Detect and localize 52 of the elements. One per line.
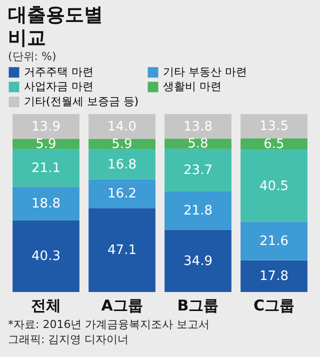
bar	[88, 114, 156, 139]
text: 대출용도별	[8, 4, 103, 26]
bar	[240, 138, 308, 150]
data-label: 21.6	[260, 234, 288, 250]
data-label: 13.9	[32, 119, 60, 134]
bar	[164, 230, 232, 292]
data-label: 14.0	[108, 119, 136, 134]
bar	[164, 148, 232, 192]
data-label: 16.8	[108, 157, 136, 172]
bar	[12, 186, 80, 220]
text: 비교	[8, 27, 46, 49]
bar	[88, 208, 156, 292]
x-tick-label: 전체	[31, 296, 61, 314]
text: 그래픽: 김지영 디자이너	[8, 332, 130, 347]
bar	[164, 114, 232, 139]
data-label: 5.9	[112, 137, 132, 152]
bar	[240, 260, 308, 292]
x-tick-label: C그룹	[253, 296, 295, 314]
legend-label: 생활비 마련	[163, 80, 222, 93]
legend-label: 기타 부동산 마련	[163, 65, 247, 78]
data-label: 17.8	[260, 269, 288, 284]
chart-subtitle: (단위: %)	[8, 50, 56, 63]
data-label: 6.5	[264, 136, 284, 152]
data-label: 40.3	[32, 249, 60, 264]
x-tick-label: B그룹	[177, 296, 219, 314]
bar	[240, 114, 308, 138]
bar	[88, 179, 156, 208]
legend-label: 거주주택 마련	[24, 65, 94, 78]
data-label: 13.8	[184, 119, 212, 134]
bar	[12, 149, 80, 187]
x-tick-label: A그룹	[101, 296, 143, 314]
data-label: 18.8	[32, 196, 60, 212]
data-label: 23.7	[184, 162, 212, 178]
data-label: 5.8	[188, 136, 208, 152]
bar	[12, 114, 80, 139]
bar	[164, 138, 232, 149]
bar	[240, 150, 308, 222]
bar	[88, 149, 156, 180]
data-label: 13.5	[260, 119, 288, 134]
data-label: 21.1	[32, 161, 60, 176]
data-label: 16.2	[108, 186, 136, 202]
text: *자료: 2016년 가계금융복지조사 보고서	[8, 317, 211, 332]
bar	[12, 220, 80, 292]
data-label: 40.5	[260, 178, 288, 194]
bar	[240, 222, 308, 260]
bar	[164, 191, 232, 230]
legend-label: 기타(전월세 보증금 등)	[24, 95, 139, 108]
data-label: 5.9	[36, 136, 56, 152]
legend-label: 사업자금 마련	[24, 80, 94, 93]
data-label: 21.8	[184, 203, 212, 218]
data-label: 47.1	[108, 243, 136, 258]
data-label: 34.9	[184, 254, 212, 269]
